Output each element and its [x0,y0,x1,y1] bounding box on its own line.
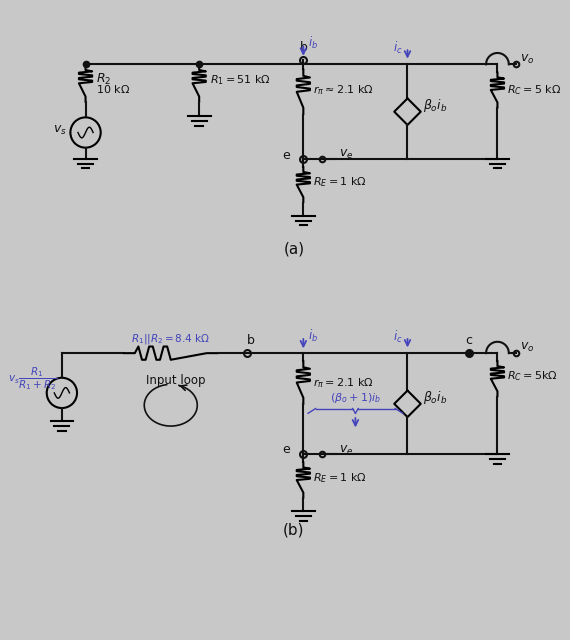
Text: $r_\pi\approx 2.1\ \mathrm{k}\Omega$: $r_\pi\approx 2.1\ \mathrm{k}\Omega$ [313,83,374,97]
Text: $R_C=5\mathrm{k}\Omega$: $R_C=5\mathrm{k}\Omega$ [507,370,557,383]
Text: $R_1||R_2=8.4\ \mathrm{k}\Omega$: $R_1||R_2=8.4\ \mathrm{k}\Omega$ [131,332,210,346]
Text: (b): (b) [283,523,304,538]
Text: (a): (a) [283,242,304,257]
Text: $v_s\dfrac{R_1}{R_1+R_2}$: $v_s\dfrac{R_1}{R_1+R_2}$ [8,365,57,392]
Text: $i_b$: $i_b$ [308,35,318,51]
Text: $v_o$: $v_o$ [520,341,535,355]
Text: $\beta_o i_b$: $\beta_o i_b$ [422,389,447,406]
Text: b: b [247,333,255,347]
Text: $R_1=51\ \mathrm{k}\Omega$: $R_1=51\ \mathrm{k}\Omega$ [210,73,270,87]
Text: $i_b$: $i_b$ [308,328,318,344]
Text: $R_E=1\ \mathrm{k}\Omega$: $R_E=1\ \mathrm{k}\Omega$ [313,471,367,484]
Text: $v_e$: $v_e$ [339,444,354,457]
Text: $R_2$: $R_2$ [96,72,111,88]
Text: $i_c$: $i_c$ [393,40,403,56]
Text: $(\beta_o+1)i_b$: $(\beta_o+1)i_b$ [330,391,381,405]
Text: $R_C=5\ \mathrm{k}\Omega$: $R_C=5\ \mathrm{k}\Omega$ [507,83,561,97]
Text: $v_s$: $v_s$ [53,124,67,136]
Text: $i_c$: $i_c$ [393,329,403,345]
Text: e: e [282,149,290,162]
Text: $\beta_o i_b$: $\beta_o i_b$ [422,97,447,114]
Text: c: c [466,333,473,347]
Text: 10 k$\Omega$: 10 k$\Omega$ [96,83,130,95]
Text: $R_E=1\ \mathrm{k}\Omega$: $R_E=1\ \mathrm{k}\Omega$ [313,175,367,189]
Text: e: e [282,443,290,456]
Text: b: b [299,41,307,54]
Text: $v_e$: $v_e$ [339,148,354,161]
Text: Input loop: Input loop [146,374,205,387]
Text: $r_\pi=2.1\ \mathrm{k}\Omega$: $r_\pi=2.1\ \mathrm{k}\Omega$ [313,376,374,390]
Text: $v_o$: $v_o$ [520,52,535,65]
